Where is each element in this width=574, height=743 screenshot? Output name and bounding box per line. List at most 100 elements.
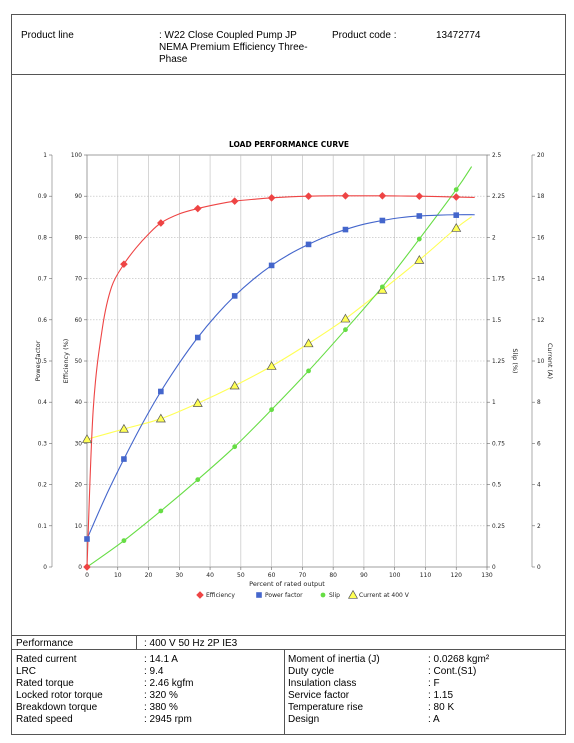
product-header: Product line : W22 Close Coupled Pump JP… [12, 15, 565, 75]
grid [86, 154, 488, 568]
slip-tick-label: 2.25 [492, 194, 505, 200]
current-at-400-v-point [118, 423, 129, 433]
current-at-400-v-point [81, 434, 93, 443]
current-at-400-v-point [414, 254, 425, 264]
efficiency-tick-label: 100 [71, 153, 82, 159]
current-tick-label: 10 [537, 359, 545, 365]
slip-point [232, 444, 238, 450]
slip-tick-label: 1.5 [492, 318, 502, 324]
product-code-value: 13472774 [436, 30, 481, 41]
spec-left-label: Rated current [16, 654, 77, 665]
current-tick-label: 6 [537, 441, 541, 447]
spec-right-value: : Cont.(S1) [428, 666, 477, 677]
efficiency-point [230, 197, 239, 206]
spec-left-label: Rated torque [16, 678, 74, 689]
power-factor-point [121, 456, 127, 462]
spec-right-label: Duty cycle [288, 666, 335, 677]
slip-point [343, 327, 348, 333]
product-code-label: Product code : [332, 30, 397, 41]
current-tick-label: 16 [537, 235, 545, 241]
curves [86, 166, 475, 568]
efficiency-point [341, 191, 350, 200]
power-factor-point [453, 212, 460, 218]
power-factor-tick-label: 0.4 [38, 400, 48, 406]
x-tick-label: 60 [268, 572, 276, 579]
slip-tick-label: 2.5 [492, 153, 502, 159]
legend-efficiency-label: Efficiency [206, 592, 235, 599]
x-tick-label: 80 [329, 572, 337, 579]
power-factor-point [84, 536, 90, 542]
power-factor-tick-label: 0 [43, 565, 47, 571]
spec-column-divider [284, 650, 285, 735]
current-at-400-v-point [192, 398, 203, 407]
slip-tick-label: 0 [492, 565, 496, 571]
legend-slip-marker [320, 592, 326, 598]
x-tick-label: 110 [420, 572, 432, 579]
legend: Efficiency Power factor Slip Current at 400… [196, 589, 410, 599]
efficiency-curve [86, 195, 475, 568]
current-at-400-v-point [229, 380, 240, 390]
current-at-400-v-point [303, 338, 314, 348]
spec-right-value: : A [428, 714, 440, 725]
power-factor-tick-label: 1 [43, 153, 47, 159]
power-factor-axis-label: Power factor [34, 340, 42, 381]
performance-row: Performance : 400 V 50 Hz 2P IE3 [12, 635, 565, 650]
efficiency-point [83, 563, 91, 571]
load-performance-chart: LOAD PERFORMANCE CURVE 0 10 20 30 40 50 60 70 80… [12, 75, 565, 635]
x-tick-label: 50 [237, 572, 245, 579]
current-tick-label: 20 [537, 153, 545, 159]
spec-left-label: LRC [16, 666, 37, 677]
slip-point [158, 508, 164, 514]
efficiency-point [378, 191, 387, 200]
spec-left-value: : 2945 rpm [144, 714, 192, 725]
current-tick-label: 14 [537, 277, 545, 283]
spec-left-label: Breakdown torque [16, 702, 98, 713]
spec-right-label: Temperature rise [288, 702, 364, 713]
slip-point [306, 368, 311, 374]
spec-left-value: : 320 % [144, 690, 178, 701]
power-factor-point [268, 262, 275, 269]
performance-label: Performance [16, 638, 74, 649]
power-factor-tick-label: 0.9 [38, 194, 48, 200]
efficiency-tick-label: 90 [75, 194, 83, 200]
slip-tick-label: 1.25 [492, 359, 505, 365]
chart-svg: LOAD PERFORMANCE CURVE 0 10 20 30 40 50 60 70 80… [34, 140, 554, 599]
product-line-value: : W22 Close Coupled Pump JP NEMA Premium… [159, 30, 308, 65]
spec-left-value: : 9.4 [144, 666, 164, 677]
efficiency-point [193, 204, 202, 213]
efficiency-point [156, 219, 165, 227]
efficiency-point [120, 260, 128, 269]
performance-value: : 400 V 50 Hz 2P IE3 [144, 638, 238, 649]
efficiency-tick-label: 20 [75, 483, 83, 489]
x-tick-label: 100 [389, 572, 401, 579]
efficiency-tick-label: 10 [75, 524, 83, 530]
datasheet: Product line : W22 Close Coupled Pump JP… [11, 14, 566, 735]
spec-right-value: : 0.0268 kgm² [428, 654, 490, 665]
efficiency-axis-label: Efficiency (%) [62, 339, 70, 384]
current-at-400-v-point [451, 223, 462, 232]
current-tick-label: 4 [537, 483, 541, 489]
efficiency-tick-label: 50 [75, 359, 83, 365]
current-tick-label: 2 [537, 524, 541, 530]
efficiency-point [452, 193, 461, 201]
x-tick-label: 20 [145, 572, 153, 579]
spec-right-value: : 1.15 [428, 690, 454, 701]
current-at-400-v-point [377, 284, 388, 294]
legend-slip-label: Slip [329, 592, 340, 599]
slip-point [453, 187, 459, 193]
slip-point [195, 477, 201, 483]
power-factor-point [416, 213, 423, 219]
spec-right-value: : F [428, 678, 440, 689]
current-at-400-v-point [340, 313, 351, 323]
efficiency-point [267, 193, 276, 202]
current-at-400-v-point [155, 413, 166, 423]
power-factor-point [231, 293, 238, 299]
power-factor-curve [86, 214, 475, 540]
chart-title: LOAD PERFORMANCE CURVE [229, 140, 349, 149]
slip-point [269, 407, 275, 413]
x-tick-label: 130 [481, 572, 493, 579]
slip-tick-label: 0.25 [492, 524, 505, 530]
legend-power-factor-label: Power factor [265, 592, 303, 599]
power-factor-tick-label: 0.8 [38, 235, 48, 241]
spec-left-value: : 380 % [144, 702, 178, 713]
